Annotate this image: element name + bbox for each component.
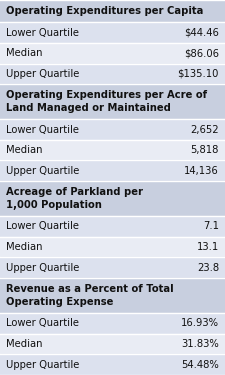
Text: 13.1: 13.1 bbox=[197, 242, 219, 252]
Text: 14,136: 14,136 bbox=[184, 166, 219, 176]
Bar bbox=[0, 84, 225, 119]
Text: Operating Expenditures per Acre of
Land Managed or Maintained: Operating Expenditures per Acre of Land … bbox=[6, 90, 207, 113]
Text: Lower Quartile: Lower Quartile bbox=[6, 124, 79, 135]
Bar bbox=[0, 354, 225, 375]
Bar bbox=[0, 216, 225, 237]
Bar bbox=[0, 237, 225, 257]
Bar bbox=[0, 278, 225, 313]
Text: Median: Median bbox=[6, 339, 43, 349]
Bar bbox=[0, 0, 225, 22]
Text: Lower Quartile: Lower Quartile bbox=[6, 28, 79, 38]
Bar bbox=[0, 119, 225, 140]
Bar bbox=[0, 43, 225, 63]
Text: Upper Quartile: Upper Quartile bbox=[6, 360, 79, 370]
Bar bbox=[0, 257, 225, 278]
Text: $135.10: $135.10 bbox=[178, 69, 219, 79]
Bar bbox=[0, 313, 225, 334]
Text: 5,818: 5,818 bbox=[191, 145, 219, 155]
Bar bbox=[0, 140, 225, 160]
Text: Acreage of Parkland per
1,000 Population: Acreage of Parkland per 1,000 Population bbox=[6, 188, 143, 210]
Text: Upper Quartile: Upper Quartile bbox=[6, 166, 79, 176]
Text: 16.93%: 16.93% bbox=[181, 318, 219, 328]
Text: Revenue as a Percent of Total
Operating Expense: Revenue as a Percent of Total Operating … bbox=[6, 284, 174, 307]
Text: Median: Median bbox=[6, 145, 43, 155]
Text: 31.83%: 31.83% bbox=[181, 339, 219, 349]
Bar bbox=[0, 22, 225, 43]
Text: Upper Quartile: Upper Quartile bbox=[6, 69, 79, 79]
Bar bbox=[0, 63, 225, 84]
Text: $44.46: $44.46 bbox=[184, 28, 219, 38]
Bar bbox=[0, 160, 225, 181]
Bar bbox=[0, 334, 225, 354]
Text: 7.1: 7.1 bbox=[203, 221, 219, 231]
Text: Median: Median bbox=[6, 48, 43, 58]
Text: Lower Quartile: Lower Quartile bbox=[6, 318, 79, 328]
Text: Median: Median bbox=[6, 242, 43, 252]
Bar bbox=[0, 181, 225, 216]
Text: Operating Expenditures per Capita: Operating Expenditures per Capita bbox=[6, 6, 203, 16]
Text: Upper Quartile: Upper Quartile bbox=[6, 263, 79, 273]
Text: $86.06: $86.06 bbox=[184, 48, 219, 58]
Text: 2,652: 2,652 bbox=[190, 124, 219, 135]
Text: 54.48%: 54.48% bbox=[181, 360, 219, 370]
Text: Lower Quartile: Lower Quartile bbox=[6, 221, 79, 231]
Text: 23.8: 23.8 bbox=[197, 263, 219, 273]
